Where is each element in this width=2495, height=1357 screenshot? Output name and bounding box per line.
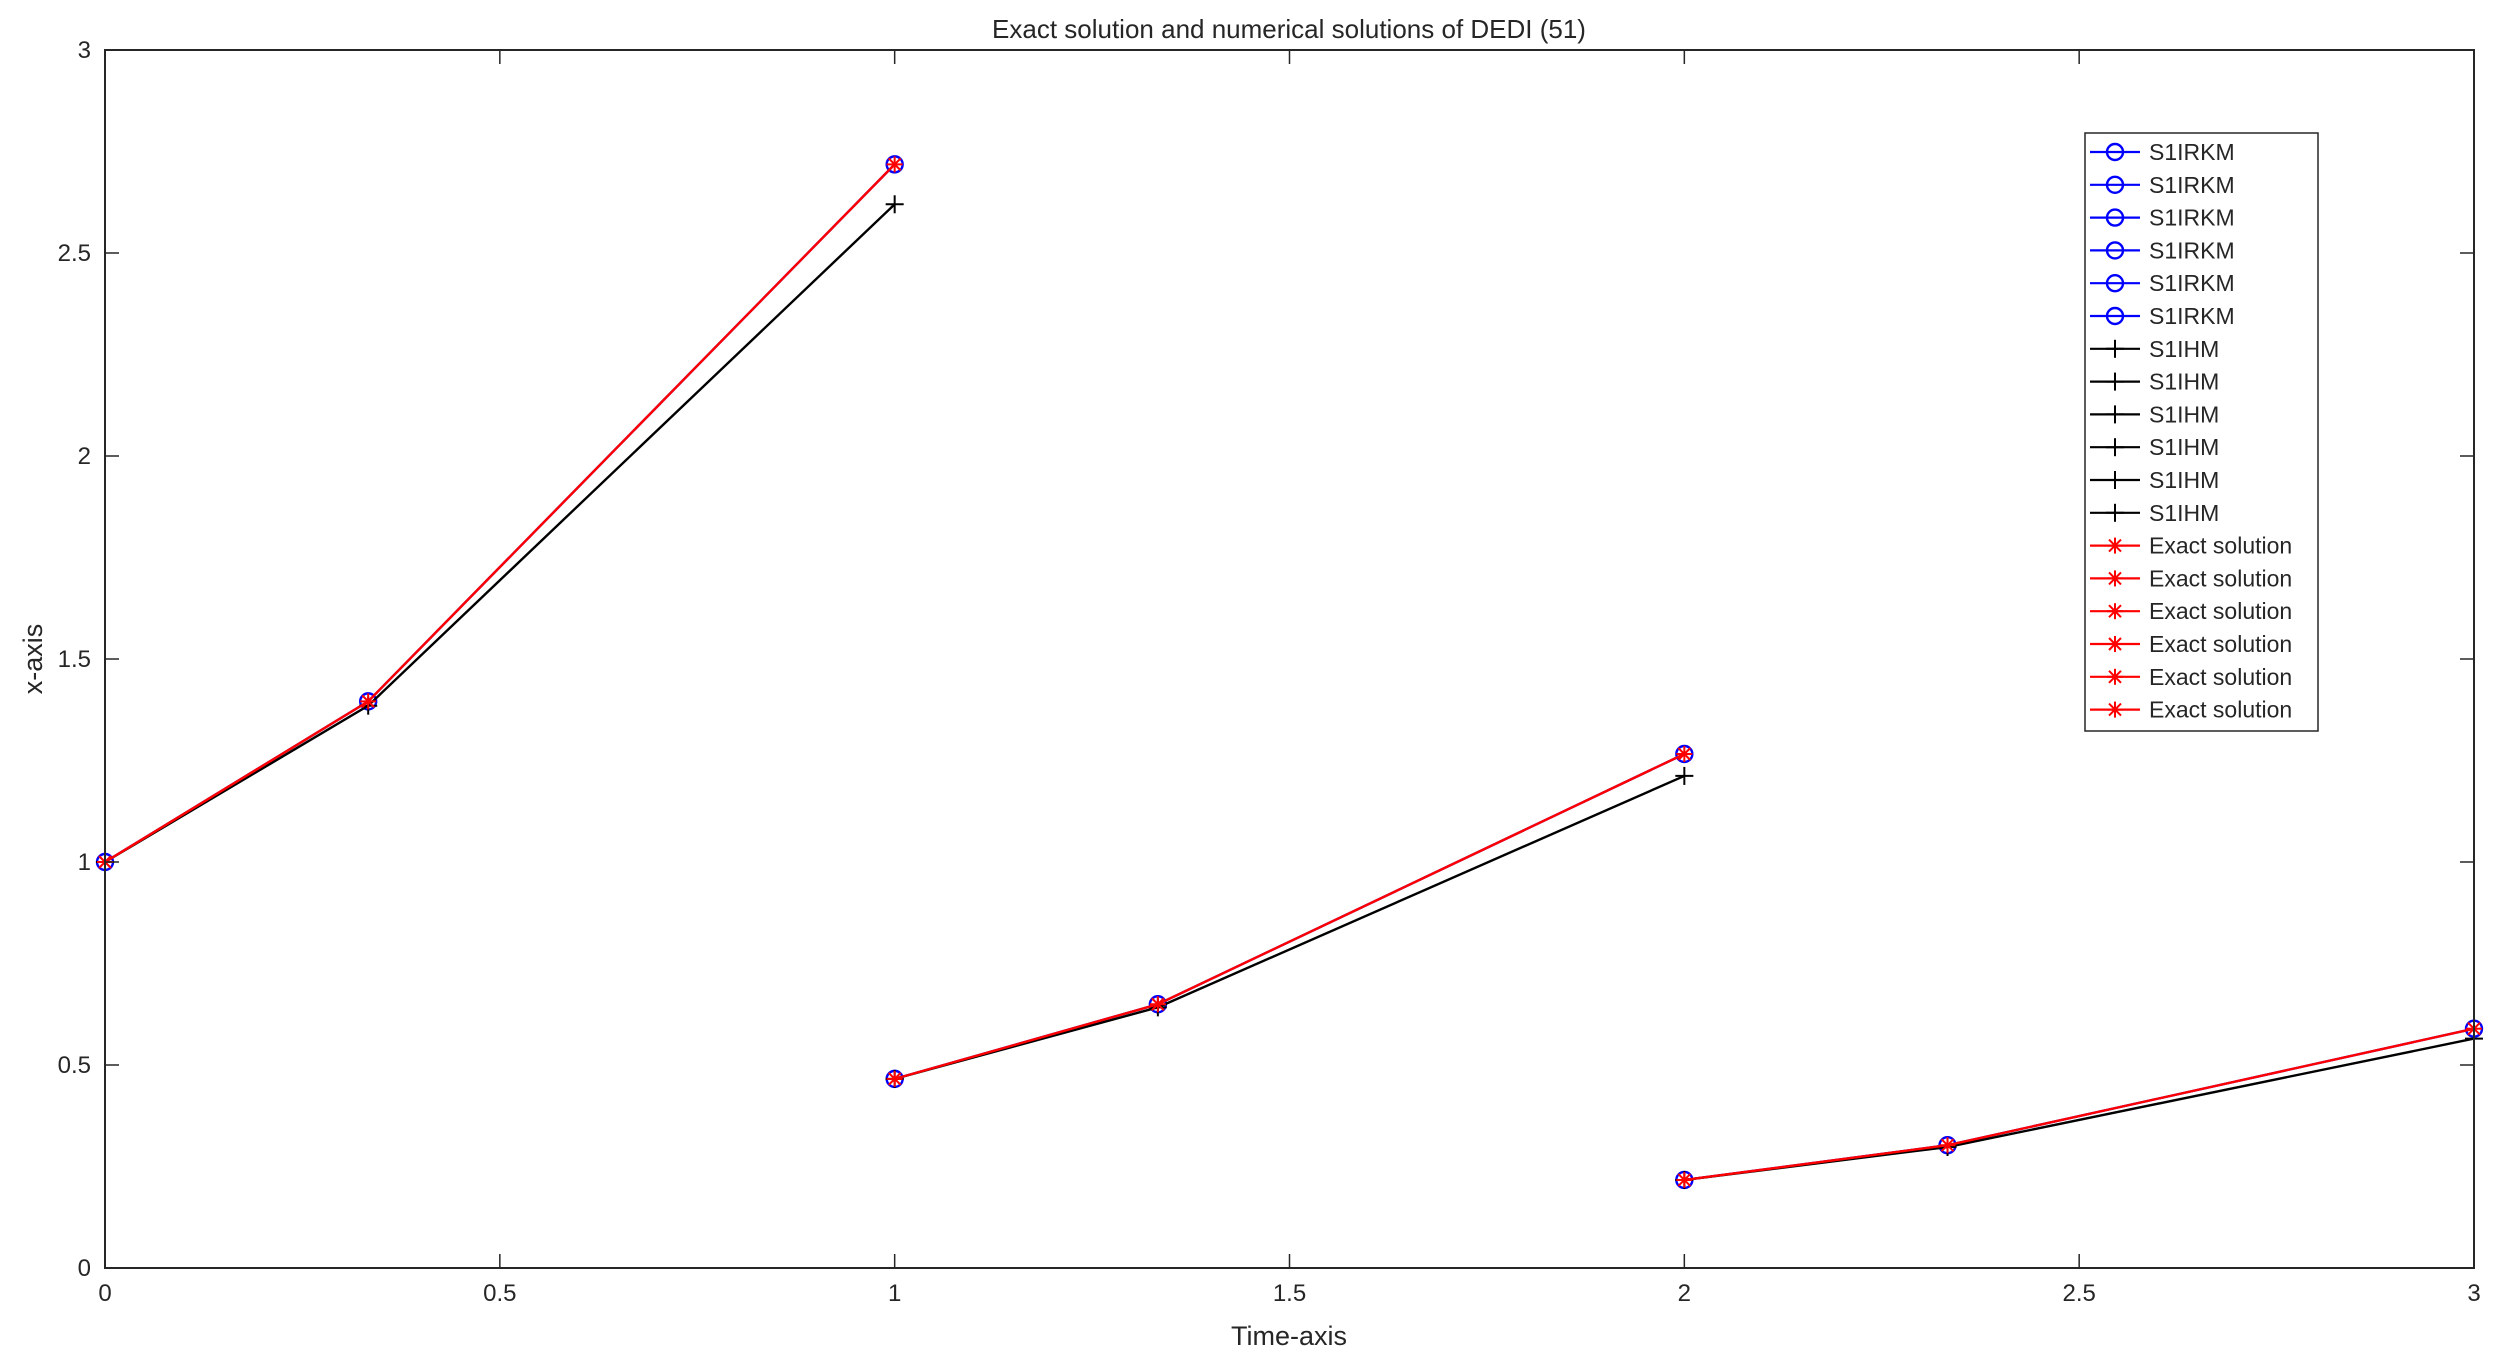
legend-item: Exact solution [2090, 598, 2292, 624]
x-tick-label: 0.5 [483, 1280, 516, 1307]
data-point [1149, 996, 1166, 1013]
x-tick-label: 0 [98, 1280, 111, 1307]
y-tick-label: 3 [78, 37, 91, 64]
data-point [886, 1070, 903, 1087]
legend-item: S1IRKM [2090, 139, 2235, 165]
legend-label: S1IRKM [2149, 172, 2235, 198]
legend-item: S1IRKM [2090, 270, 2235, 296]
chart-title: Exact solution and numerical solutions o… [992, 14, 1586, 44]
legend-label: S1IRKM [2149, 205, 2235, 231]
data-point [886, 156, 903, 173]
legend-label: Exact solution [2149, 664, 2292, 690]
legend-label: S1IHM [2149, 500, 2219, 526]
legend-marker [2105, 175, 2125, 195]
x-tick-label: 2.5 [2062, 1280, 2095, 1307]
x-tick-label: 2 [1678, 1280, 1691, 1307]
legend-marker [2107, 701, 2123, 718]
legend-marker [2105, 306, 2125, 326]
legend-item: Exact solution [2090, 565, 2292, 591]
legend-marker [2106, 503, 2124, 522]
legend-label: S1IRKM [2149, 303, 2235, 329]
ticks-layer: 0 0.5 1 1.5 2 2.5 3 0 0.5 1 1.5 2 2.5 3 [58, 37, 2481, 1307]
legend-marker [2106, 372, 2124, 391]
y-tick-label: 1 [78, 849, 91, 876]
legend-marker [2106, 471, 2124, 489]
x-tick-label: 3 [2467, 1280, 2480, 1307]
legend-item: S1IHM [2090, 401, 2219, 427]
legend-item: Exact solution [2090, 664, 2292, 690]
legend-item: S1IHM [2090, 500, 2219, 526]
legend-marker [2106, 339, 2124, 358]
legend-label: Exact solution [2149, 598, 2292, 624]
legend-item: S1IHM [2090, 434, 2219, 460]
y-tick-label: 2 [78, 443, 91, 470]
data-point [1676, 1171, 1693, 1188]
legend-marker [2107, 636, 2123, 652]
legend-item: Exact solution [2090, 631, 2292, 657]
legend-label: S1IRKM [2149, 139, 2235, 165]
legend-label: S1IHM [2149, 434, 2219, 460]
plot-frame [104, 49, 2475, 1269]
legend-label: S1IHM [2149, 336, 2219, 362]
legend-label: S1IHM [2149, 369, 2219, 395]
legend-item: S1IHM [2090, 467, 2219, 493]
legend-item: Exact solution [2090, 533, 2292, 559]
legend-label: Exact solution [2149, 631, 2292, 657]
y-axis-label: x-axis [18, 624, 48, 695]
plot-background [105, 50, 2474, 1268]
legend-label: S1IHM [2149, 401, 2219, 427]
legend-label: Exact solution [2149, 533, 2292, 559]
x-tick-label: 1 [888, 1280, 901, 1307]
legend-item: S1IRKM [2090, 172, 2235, 198]
legend-marker [2107, 537, 2123, 554]
legend-item: S1IRKM [2090, 303, 2235, 329]
x-tick-label: 1.5 [1273, 1280, 1306, 1307]
legend-item: Exact solution [2090, 697, 2292, 723]
legend-marker [2105, 208, 2125, 227]
legend-item: S1IRKM [2090, 237, 2235, 263]
series-asterisk-13 [886, 746, 1693, 1087]
legend-label: S1IHM [2149, 467, 2219, 493]
data-point [360, 693, 377, 710]
legend: S1IRKM S1IRKM S1IRKM S1IRKM S1IRKM S1IRKM S1IH… [2084, 132, 2319, 732]
data-point [885, 195, 904, 214]
legend-box [2084, 132, 2319, 732]
y-tick-label: 0.5 [58, 1052, 91, 1079]
legend-label: Exact solution [2149, 565, 2292, 591]
legend-marker [2107, 668, 2123, 685]
data-point [1939, 1137, 1956, 1154]
series-layer [95, 155, 2484, 1190]
x-axis-label: Time-axis [1231, 1321, 1347, 1351]
legend-marker [2105, 241, 2125, 260]
legend-marker [2105, 274, 2125, 293]
legend-label: S1IRKM [2149, 270, 2235, 296]
legend-marker [2106, 405, 2124, 424]
legend-marker [2107, 570, 2123, 587]
legend-marker [2105, 142, 2125, 162]
legend-item: S1IHM [2090, 369, 2219, 395]
y-tick-label: 0 [78, 1255, 91, 1282]
legend-marker [2107, 603, 2123, 620]
y-tick-label: 2.5 [58, 240, 91, 267]
data-point [1676, 746, 1693, 763]
legend-item: S1IRKM [2090, 205, 2235, 231]
legend-item: S1IHM [2090, 336, 2219, 362]
data-point [1675, 766, 1694, 785]
y-tick-label: 1.5 [58, 646, 91, 673]
legend-marker [2106, 438, 2124, 457]
legend-label: Exact solution [2149, 697, 2292, 723]
legend-items: S1IRKM S1IRKM S1IRKM S1IRKM S1IRKM S1IRKM S1IH… [2090, 139, 2292, 723]
legend-label: S1IRKM [2149, 237, 2235, 263]
